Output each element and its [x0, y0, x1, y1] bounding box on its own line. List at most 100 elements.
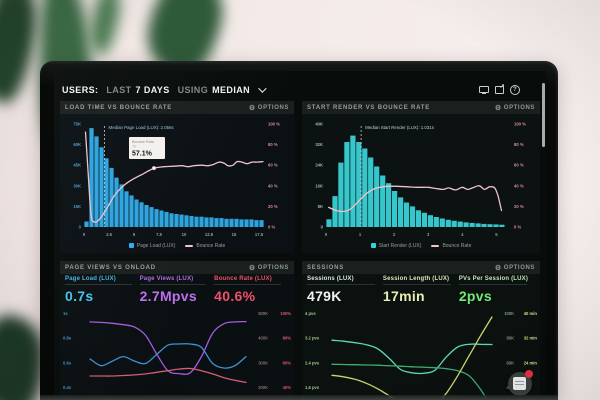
options-button[interactable]: ⚙ OPTIONS [248, 104, 289, 112]
svg-text:40 min: 40 min [524, 311, 538, 316]
metric-page-load: Page Load (LUX) 0.7s [65, 276, 140, 306]
metric-value: 2pvs [458, 288, 492, 304]
load-time-chart[interactable]: Median Page Load (LUX): 2.056s 75K 60K 45K 3… [60, 114, 294, 240]
laptop-bottom-edge [40, 395, 558, 400]
svg-text:100%: 100% [280, 311, 291, 316]
panel-page-views: PAGE VIEWS VS ONLOAD ⚙ OPTIONS Page Load … [60, 261, 294, 400]
svg-text:200K: 200K [258, 385, 268, 390]
range-days-label: 7 DAYS [135, 84, 170, 95]
help-icon[interactable]: ? [510, 84, 520, 95]
svg-text:80%: 80% [283, 336, 292, 341]
gear-icon: ⚙ [494, 104, 502, 112]
options-button[interactable]: ⚙ OPTIONS [494, 264, 535, 272]
svg-text:0.4s: 0.4s [63, 385, 72, 390]
svg-text:1.6 pvs: 1.6 pvs [305, 385, 320, 390]
metric-label: Page Load (LUX) [65, 276, 132, 285]
chart-legend[interactable]: Page Load (LUX) Bounce Rate [60, 240, 294, 252]
display-icon[interactable] [479, 86, 489, 94]
svg-text:5: 5 [133, 232, 136, 237]
svg-text:32 min: 32 min [524, 336, 538, 341]
gear-icon: ⚙ [248, 104, 256, 112]
panel-header: PAGE VIEWS VS ONLOAD ⚙ OPTIONS [60, 261, 294, 274]
svg-text:2: 2 [393, 232, 396, 237]
svg-text:24 min: 24 min [524, 360, 538, 365]
svg-text:0: 0 [321, 225, 324, 230]
metric-sessions: Sessions (LUX) 479K [307, 276, 383, 306]
plant-leaf [86, 0, 124, 57]
panel-title: START RENDER VS BOUNCE RATE [307, 104, 431, 111]
svg-text:40%: 40% [283, 385, 292, 390]
svg-text:0: 0 [79, 225, 82, 230]
svg-text:20 %: 20 % [268, 204, 278, 209]
svg-text:60K: 60K [73, 142, 81, 147]
svg-text:60 %: 60 % [514, 163, 524, 168]
svg-text:80 %: 80 % [268, 142, 278, 147]
range-muted-label: LAST [106, 84, 132, 95]
panel-header: LOAD TIME VS BOUNCE RATE ⚙ OPTIONS [60, 101, 294, 114]
svg-text:0 %: 0 % [514, 225, 521, 230]
svg-text:100K: 100K [504, 311, 514, 316]
svg-text:7.5: 7.5 [156, 232, 162, 237]
legend-item[interactable]: Bounce Rate [431, 243, 471, 249]
panel-title: SESSIONS [307, 264, 345, 271]
svg-text:3: 3 [427, 232, 430, 237]
legend-marker [128, 243, 134, 249]
plant-leaf [0, 0, 43, 107]
svg-text:75K: 75K [73, 122, 81, 127]
share-icon[interactable] [495, 83, 505, 94]
legend-marker [185, 244, 194, 247]
svg-text:15: 15 [232, 232, 237, 237]
svg-text:17.5: 17.5 [255, 232, 264, 237]
metric-value: 17min [382, 288, 425, 304]
users-label: USERS: [62, 84, 99, 95]
svg-text:16K: 16K [315, 183, 323, 188]
svg-text:4 pvs: 4 pvs [305, 311, 316, 316]
svg-text:500K: 500K [258, 311, 268, 316]
svg-text:5: 5 [495, 232, 498, 237]
scrollbar[interactable] [542, 83, 545, 147]
metric-page-views: Page Views (LUX) 2.7Mpvs [139, 276, 215, 306]
legend-item[interactable]: Page Load (LUX) [128, 243, 175, 249]
legend-marker [370, 243, 376, 249]
svg-text:0.6s: 0.6s [63, 360, 72, 365]
options-button[interactable]: ⚙ OPTIONS [494, 104, 535, 112]
chevron-down-icon[interactable] [258, 83, 267, 93]
svg-text:8K: 8K [318, 204, 323, 209]
svg-text:Median Start Render (LUX): 1.0: Median Start Render (LUX): 1.031s [365, 125, 435, 130]
start-render-chart[interactable]: Median Start Render (LUX): 1.031s 40K 32K 2… [302, 114, 540, 240]
message-card-icon [513, 377, 526, 390]
metric-session-length: Session Length (LUX) 17min [382, 276, 459, 306]
svg-text:57.1%: 57.1% [132, 151, 153, 158]
svg-text:30K: 30K [73, 183, 81, 188]
svg-text:24K: 24K [315, 163, 323, 168]
panel-sessions: SESSIONS ⚙ OPTIONS Sessions (LUX) 479K Ses… [302, 261, 540, 400]
options-button[interactable]: ⚙ OPTIONS [248, 264, 289, 272]
metric-value: 0.7s [65, 288, 94, 304]
chart-legend[interactable]: Start Render (LUX) Bounce Rate [302, 240, 540, 252]
page-views-chart[interactable]: 1s 0.8s 0.6s 0.4s 500K 100% 400K 80% 300K 60% 200K… [60, 306, 294, 398]
svg-text:1: 1 [359, 232, 362, 237]
svg-text:2.4 pvs: 2.4 pvs [305, 360, 320, 365]
svg-text:1s: 1s [63, 311, 68, 316]
metric-value: 2.7Mpvs [139, 288, 197, 304]
metric-label: Sessions (LUX) [307, 276, 375, 285]
svg-text:80 %: 80 % [514, 142, 524, 147]
svg-text:15K: 15K [73, 204, 81, 209]
median-dropdown[interactable]: MEDIAN [212, 84, 251, 95]
svg-text:40K: 40K [315, 122, 323, 127]
panel-load-time: LOAD TIME VS BOUNCE RATE ⚙ OPTIONS Median… [60, 101, 294, 253]
legend-item[interactable]: Bounce Rate [185, 243, 225, 249]
svg-text:20 %: 20 % [514, 204, 524, 209]
laptop: USERS: LAST 7 DAYS USING MEDIAN ? LOAD T… [40, 61, 558, 400]
metric-value: 40.6% [214, 288, 256, 304]
svg-text:60 %: 60 % [268, 163, 278, 168]
messages-icon[interactable] [508, 370, 533, 396]
legend-item[interactable]: Start Render (LUX) [370, 243, 421, 249]
sessions-chart[interactable]: 4 pvs 3.2 pvs 2.4 pvs 1.6 pvs 100K 40 min 80K 3… [302, 306, 540, 400]
svg-text:10: 10 [182, 232, 187, 237]
metric-bounce-rate: Bounce Rate (LUX) 40.6% [214, 276, 289, 306]
plant-leaf [0, 315, 44, 400]
panel-title: LOAD TIME VS BOUNCE RATE [65, 104, 173, 111]
svg-text:0 %: 0 % [268, 225, 275, 230]
